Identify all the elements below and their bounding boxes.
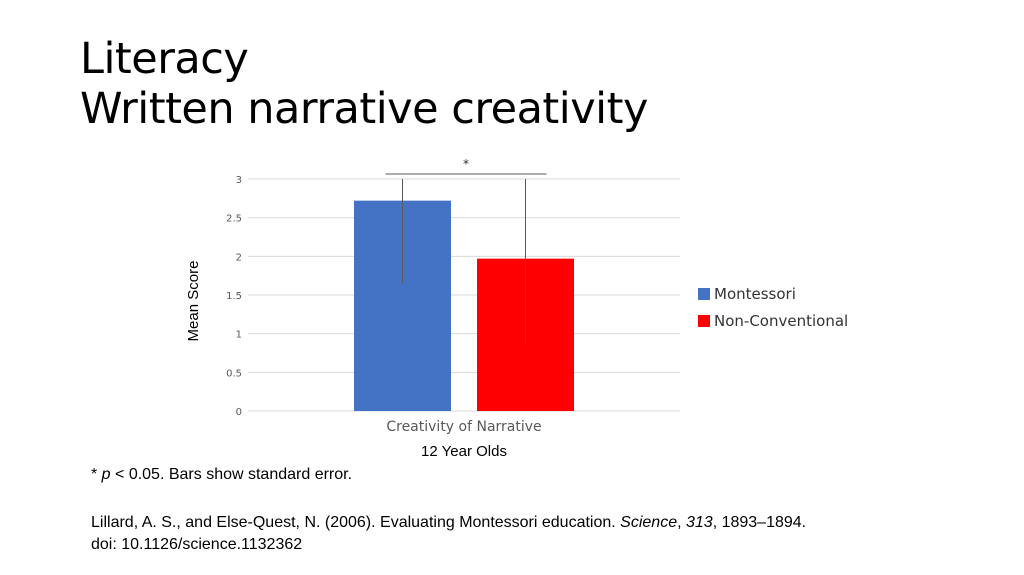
footnote-star: * <box>91 466 102 483</box>
citation-volume: 313 <box>685 514 713 531</box>
citation-journal: Science <box>620 514 678 531</box>
y-axis-title: Mean Score <box>185 261 202 342</box>
x-axis-title: 12 Year Olds <box>421 443 507 460</box>
citation-line-1: Lillard, A. S., and Else-Quest, N. (2006… <box>91 512 806 534</box>
legend-item-montessori: Montessori <box>698 280 848 307</box>
y-tick-label-0: 0 <box>236 407 242 418</box>
chart-legend: Montessori Non-Conventional <box>698 280 848 334</box>
y-tick-label-2: 1 <box>236 330 242 341</box>
y-tick-label-5: 2.5 <box>226 214 242 225</box>
title-line-1: Literacy <box>80 34 249 84</box>
citation-authors: Lillard, A. S., and Else-Quest, N. (2006… <box>91 514 621 531</box>
significance-footnote: * p < 0.05. Bars show standard error. <box>91 466 352 484</box>
legend-label-montessori: Montessori <box>714 284 796 303</box>
x-category-label-0: Creativity of Narrative <box>386 419 541 435</box>
citation-sep: , <box>677 514 686 531</box>
y-tick-label-1: 0.5 <box>226 368 242 379</box>
legend-item-non-conventional: Non-Conventional <box>698 307 848 334</box>
legend-swatch-non-conventional <box>698 314 710 327</box>
y-tick-label-4: 2 <box>236 252 242 263</box>
y-tick-label-3: 1.5 <box>226 291 242 302</box>
legend-label-non-conventional: Non-Conventional <box>714 311 849 330</box>
citation-doi: doi: 10.1126/science.1132362 <box>91 536 303 553</box>
footnote-p: p <box>101 466 111 483</box>
legend-swatch-montessori <box>698 287 710 300</box>
slide-title: Literacy Written narrative creativity <box>80 34 648 134</box>
citation-pages: , 1893–1894. <box>712 514 807 531</box>
footnote-text: < 0.05. Bars show standard error. <box>110 466 353 483</box>
significance-star: * <box>463 157 469 171</box>
citation: Lillard, A. S., and Else-Quest, N. (2006… <box>91 512 806 556</box>
title-line-2: Written narrative creativity <box>80 84 648 134</box>
y-tick-label-6: 3 <box>236 175 242 186</box>
